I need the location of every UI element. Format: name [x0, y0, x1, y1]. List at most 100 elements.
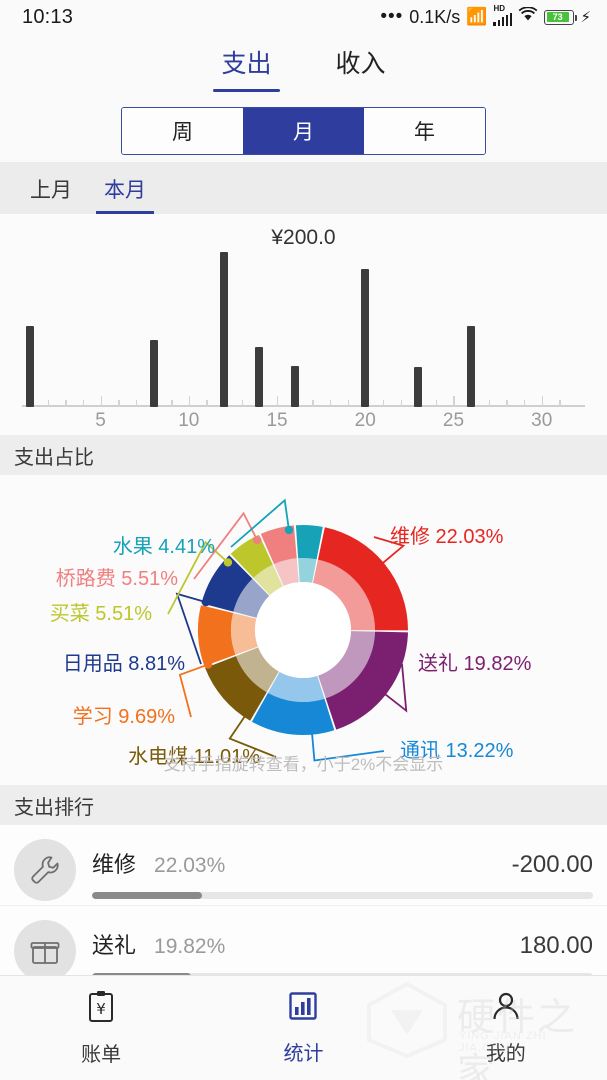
x-tick-label-25: 25: [442, 410, 465, 431]
pie-slice-inner-维修: [312, 559, 375, 631]
x-axis-tick: [541, 396, 544, 407]
pie-callout-dot-通讯: [307, 726, 317, 735]
nav-label-profile: 我的: [485, 1042, 526, 1065]
pie-slice-outer-买菜[interactable]: [230, 534, 273, 578]
gift-icon: [14, 920, 76, 982]
x-axis-tick: [488, 400, 491, 407]
segment-month[interactable]: 月: [243, 108, 364, 154]
pie-label-维修: 维修 22.03%: [390, 525, 504, 548]
month-tab-current[interactable]: 本月: [88, 174, 162, 214]
bar-day-20[interactable]: [361, 269, 370, 407]
pie-chart-svg[interactable]: 维修 22.03% 送礼 19.82% 通讯 13.22% 水电煤 11.01% 学习 …: [0, 475, 607, 785]
segment-year[interactable]: 年: [364, 108, 485, 154]
x-axis-tick: [559, 400, 561, 407]
rank-progress-track: [92, 892, 593, 899]
bar-day-23[interactable]: [414, 366, 423, 407]
pie-slice-inner-学习: [231, 613, 258, 655]
pie-slice-inner-买菜: [253, 564, 283, 596]
pie-callout-dot-桥路费: [252, 535, 262, 545]
pie-label-水果: 水果 4.41%: [113, 535, 215, 558]
pie-callout-line-日用品: [175, 592, 207, 665]
pie-slice-outer-水果[interactable]: [295, 525, 323, 560]
battery-icon: 73: [544, 9, 578, 25]
pie-slice-outer-学习[interactable]: [198, 605, 236, 667]
person-icon: [491, 991, 521, 1028]
rank-row-line: 维修 22.03% -200.00: [92, 847, 593, 879]
rank-row-line: 送礼 19.82% 180.00: [92, 928, 593, 960]
x-tick-label-15: 15: [266, 410, 288, 431]
nav-item-statistics[interactable]: 统计: [202, 991, 404, 1066]
pie-label-通讯: 通讯 13.22%: [400, 739, 514, 762]
bar-day-12[interactable]: [220, 252, 229, 407]
pie-slice-outer-通讯[interactable]: [251, 692, 335, 735]
bottom-navigation-bar: ¥ 账单 统计 我的: [0, 975, 607, 1080]
daily-bar-chart[interactable]: ¥200.0 5 10 15 20 25 30: [0, 214, 607, 435]
pie-label-桥路费: 桥路费 5.51%: [56, 567, 178, 590]
pie-slice-inner-水果: [298, 558, 317, 583]
pie-callout-dot-水电煤: [242, 709, 251, 718]
x-axis-tick: [241, 400, 244, 407]
signal-bars-icon: HD: [493, 4, 513, 26]
pie-callout-line-通讯: [310, 730, 385, 762]
x-axis-tick: [435, 400, 438, 407]
pie-slice-outer-日用品[interactable]: [201, 555, 253, 612]
svg-text:¥: ¥: [96, 1000, 106, 1018]
pie-chart-hint: 支持手指旋转查看，小于2%不会显示: [163, 755, 444, 774]
x-axis-tick: [453, 396, 455, 407]
pie-callout-dot-学习: [203, 660, 213, 669]
status-icons: ••• 0.1K/s 📶 HD 73 ⚡: [380, 4, 591, 28]
x-axis-tick-labels: 5 10 15 20 25 30: [0, 410, 607, 434]
nav-item-profile[interactable]: 我的: [405, 991, 607, 1066]
nav-label-bill: 账单: [81, 1043, 122, 1066]
x-axis-tick: [329, 400, 332, 407]
bar-day-14[interactable]: [255, 347, 264, 407]
expense-pie-chart[interactable]: 维修 22.03% 送礼 19.82% 通讯 13.22% 水电煤 11.01% 学习 …: [0, 475, 607, 785]
pie-slice-outer-送礼[interactable]: [325, 631, 408, 730]
pie-slice-outer-桥路费[interactable]: [260, 525, 297, 565]
pie-callout-line-水电煤: [228, 713, 277, 758]
bar-day-16[interactable]: [290, 365, 299, 407]
wrench-icon: [14, 839, 76, 901]
pie-slice-outer-维修[interactable]: [317, 527, 408, 631]
pie-label-送礼: 送礼 19.82%: [418, 652, 532, 675]
bar-day-26[interactable]: [467, 326, 476, 407]
rank-name: 送礼: [92, 933, 137, 958]
pie-label-日用品: 日用品 8.81%: [63, 653, 185, 675]
rank-row-body: 送礼 19.82% 180.00: [76, 920, 593, 980]
x-axis-tick: [277, 396, 279, 407]
pie-slice-inner-桥路费: [274, 558, 299, 587]
section-header-expense-rank: 支出排行: [0, 785, 607, 825]
bar-day-8[interactable]: [149, 340, 158, 407]
x-axis-line: [22, 405, 585, 407]
pie-slice-inner-日用品: [233, 578, 270, 618]
pie-label-水电煤: 水电煤 11.01%: [128, 745, 260, 768]
network-speed-label: 0.1K/s: [409, 6, 461, 27]
hd-label: HD: [493, 4, 506, 13]
pie-callout-line-维修: [373, 536, 406, 566]
pie-slice-inner-送礼: [318, 631, 375, 699]
pie-callout-dot-送礼: [378, 687, 387, 697]
tab-expense[interactable]: 支出: [213, 44, 280, 92]
table-row[interactable]: 维修 22.03% -200.00: [0, 825, 607, 905]
pie-callout-line-桥路费: [193, 511, 258, 580]
pie-callout-dot-日用品: [201, 597, 211, 607]
pie-label-学习: 学习 9.69%: [73, 705, 175, 728]
table-row[interactable]: 送礼 19.82% 180.00: [0, 905, 607, 985]
tab-income[interactable]: 收入: [335, 50, 386, 78]
peak-value-label: ¥200.0: [271, 226, 336, 249]
x-axis-tick: [82, 400, 85, 407]
bar-day-1[interactable]: [26, 326, 34, 407]
month-tab-last[interactable]: 上月: [30, 179, 72, 202]
x-axis-tick: [65, 400, 67, 407]
nav-item-bill[interactable]: ¥ 账单: [0, 990, 202, 1067]
status-bar: 10:13 ••• 0.1K/s 📶 HD 73 ⚡: [0, 0, 607, 34]
pie-slice-inner-通讯: [267, 671, 325, 702]
x-axis-tick: [400, 400, 402, 407]
x-axis-tick: [100, 396, 102, 407]
segment-week[interactable]: 周: [122, 108, 243, 154]
rank-progress-fill: [92, 892, 203, 899]
x-axis-tick: [188, 396, 191, 407]
pie-slice-outer-水电煤[interactable]: [205, 656, 267, 721]
pie-callout-dot-维修: [376, 560, 385, 570]
